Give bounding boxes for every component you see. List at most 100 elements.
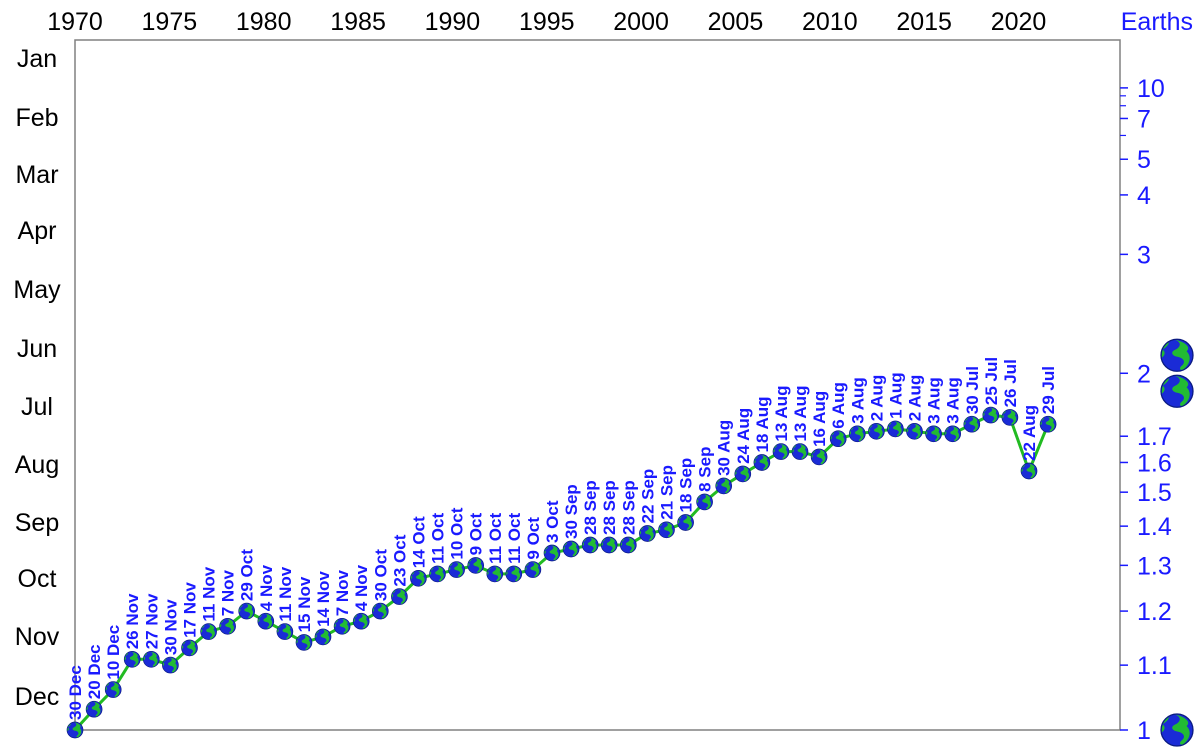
data-label: 30 Sep — [562, 484, 581, 539]
data-label: 15 Nov — [295, 576, 314, 632]
data-point — [600, 536, 618, 554]
data-point — [562, 540, 580, 558]
data-label: 4 Nov — [352, 564, 371, 611]
earth-icon — [1160, 338, 1194, 372]
data-point — [295, 634, 313, 651]
data-label: 21 Sep — [658, 465, 677, 520]
right-tick-label: 1.5 — [1137, 479, 1172, 507]
data-point — [333, 617, 351, 635]
left-tick-label: Jun — [17, 335, 57, 363]
data-label: 11 Oct — [429, 513, 448, 564]
data-label: 9 Oct — [524, 517, 543, 560]
x-tick-label: 1995 — [519, 8, 575, 36]
data-point — [772, 443, 790, 460]
data-point — [543, 544, 561, 562]
right-tick-label: 1.3 — [1137, 552, 1172, 580]
data-point — [314, 628, 332, 646]
data-label: 13 Aug — [791, 386, 810, 442]
x-tick-label: 2010 — [802, 8, 858, 36]
data-label: 9 Oct — [467, 513, 486, 556]
x-tick-label: 1985 — [330, 8, 386, 36]
left-tick-label: Mar — [15, 161, 58, 189]
data-point — [371, 602, 389, 620]
data-label: 25 Jul — [982, 357, 1001, 405]
data-point — [944, 425, 962, 443]
data-label: 16 Aug — [810, 391, 829, 447]
data-label: 26 Nov — [123, 593, 142, 649]
right-tick-label: 1.6 — [1137, 449, 1172, 477]
data-label: 11 Nov — [276, 566, 295, 621]
data-label: 11 Oct — [505, 513, 524, 564]
right-tick-label: 4 — [1137, 182, 1151, 210]
left-tick-label: Dec — [15, 683, 59, 711]
data-point — [868, 422, 885, 440]
data-point — [257, 612, 275, 630]
data-label: 2 Aug — [906, 375, 925, 422]
data-label: 10 Oct — [448, 507, 467, 559]
data-label: 30 Jul — [963, 366, 982, 414]
left-tick-label: Apr — [18, 217, 57, 245]
data-point — [486, 565, 504, 583]
data-point — [104, 681, 122, 698]
data-point — [352, 612, 370, 630]
data-label: 6 Aug — [829, 382, 848, 429]
data-point — [467, 557, 485, 574]
right-tick-label: 10 — [1137, 75, 1165, 103]
left-axis-ticks: Jan Feb Mar Apr May Jun Jul Aug Sep Oct Nov Dec — [13, 45, 61, 711]
data-label: 18 Aug — [753, 396, 772, 452]
data-point — [142, 650, 160, 668]
right-tick-label: 3 — [1137, 241, 1151, 269]
x-axis-ticks: 1970 1975 1980 1985 1990 1995 2000 2005 2010 2015… — [47, 8, 1046, 36]
right-tick-label: 1.2 — [1137, 598, 1172, 626]
data-point — [162, 656, 179, 674]
x-tick-label: 1990 — [425, 8, 481, 36]
right-tick-label: 1 — [1137, 717, 1151, 745]
left-tick-label: Jul — [21, 393, 53, 421]
data-label: 11 Nov — [200, 566, 219, 621]
data-label: 7 Nov — [219, 569, 238, 616]
data-label: 27 Nov — [142, 593, 161, 649]
data-label: 28 Sep — [581, 480, 600, 535]
data-point — [734, 465, 752, 483]
x-tick-label: 1975 — [142, 8, 198, 36]
data-point — [887, 420, 904, 438]
data-label: 3 Oct — [543, 500, 562, 543]
left-tick-label: Feb — [15, 104, 58, 132]
left-tick-label: Oct — [18, 565, 57, 593]
data-label: 2 Aug — [867, 375, 886, 422]
data-point — [85, 700, 103, 718]
x-tick-label: 1970 — [47, 8, 103, 36]
data-point — [448, 561, 465, 578]
data-label: 26 Jul — [1001, 359, 1020, 407]
data-point — [963, 415, 981, 433]
data-point — [639, 525, 656, 542]
data-point — [982, 406, 1000, 424]
data-point — [200, 623, 217, 640]
right-tick-label: 7 — [1137, 105, 1151, 133]
data-label: 3 Aug — [925, 377, 944, 424]
data-point — [410, 569, 427, 587]
data-label: 24 Aug — [734, 408, 753, 464]
left-tick-label: May — [13, 276, 61, 304]
x-tick-label: 2005 — [708, 8, 764, 36]
data-label: 14 Nov — [314, 571, 333, 627]
left-tick-label: Nov — [15, 623, 60, 651]
data-label: 7 Nov — [333, 569, 352, 616]
data-label: 30 Oct — [371, 549, 390, 601]
data-point — [238, 602, 256, 620]
data-point — [1039, 415, 1057, 433]
data-label: 28 Sep — [600, 480, 619, 535]
data-point — [829, 430, 847, 448]
series-line — [73, 413, 1050, 732]
data-label: 22 Aug — [1020, 405, 1039, 461]
earth-icon — [1160, 374, 1194, 408]
right-axis-ticks: 1 1.1 1.2 1.3 1.4 1.51.61.7 2 3 4 5 710 — [1120, 75, 1194, 747]
right-tick-label: 1.7 — [1137, 423, 1172, 451]
data-point — [658, 521, 675, 539]
left-tick-label: Sep — [15, 509, 59, 537]
data-point — [276, 623, 294, 640]
right-tick-label: 1.1 — [1137, 652, 1172, 680]
right-tick-label: 2 — [1137, 360, 1151, 388]
